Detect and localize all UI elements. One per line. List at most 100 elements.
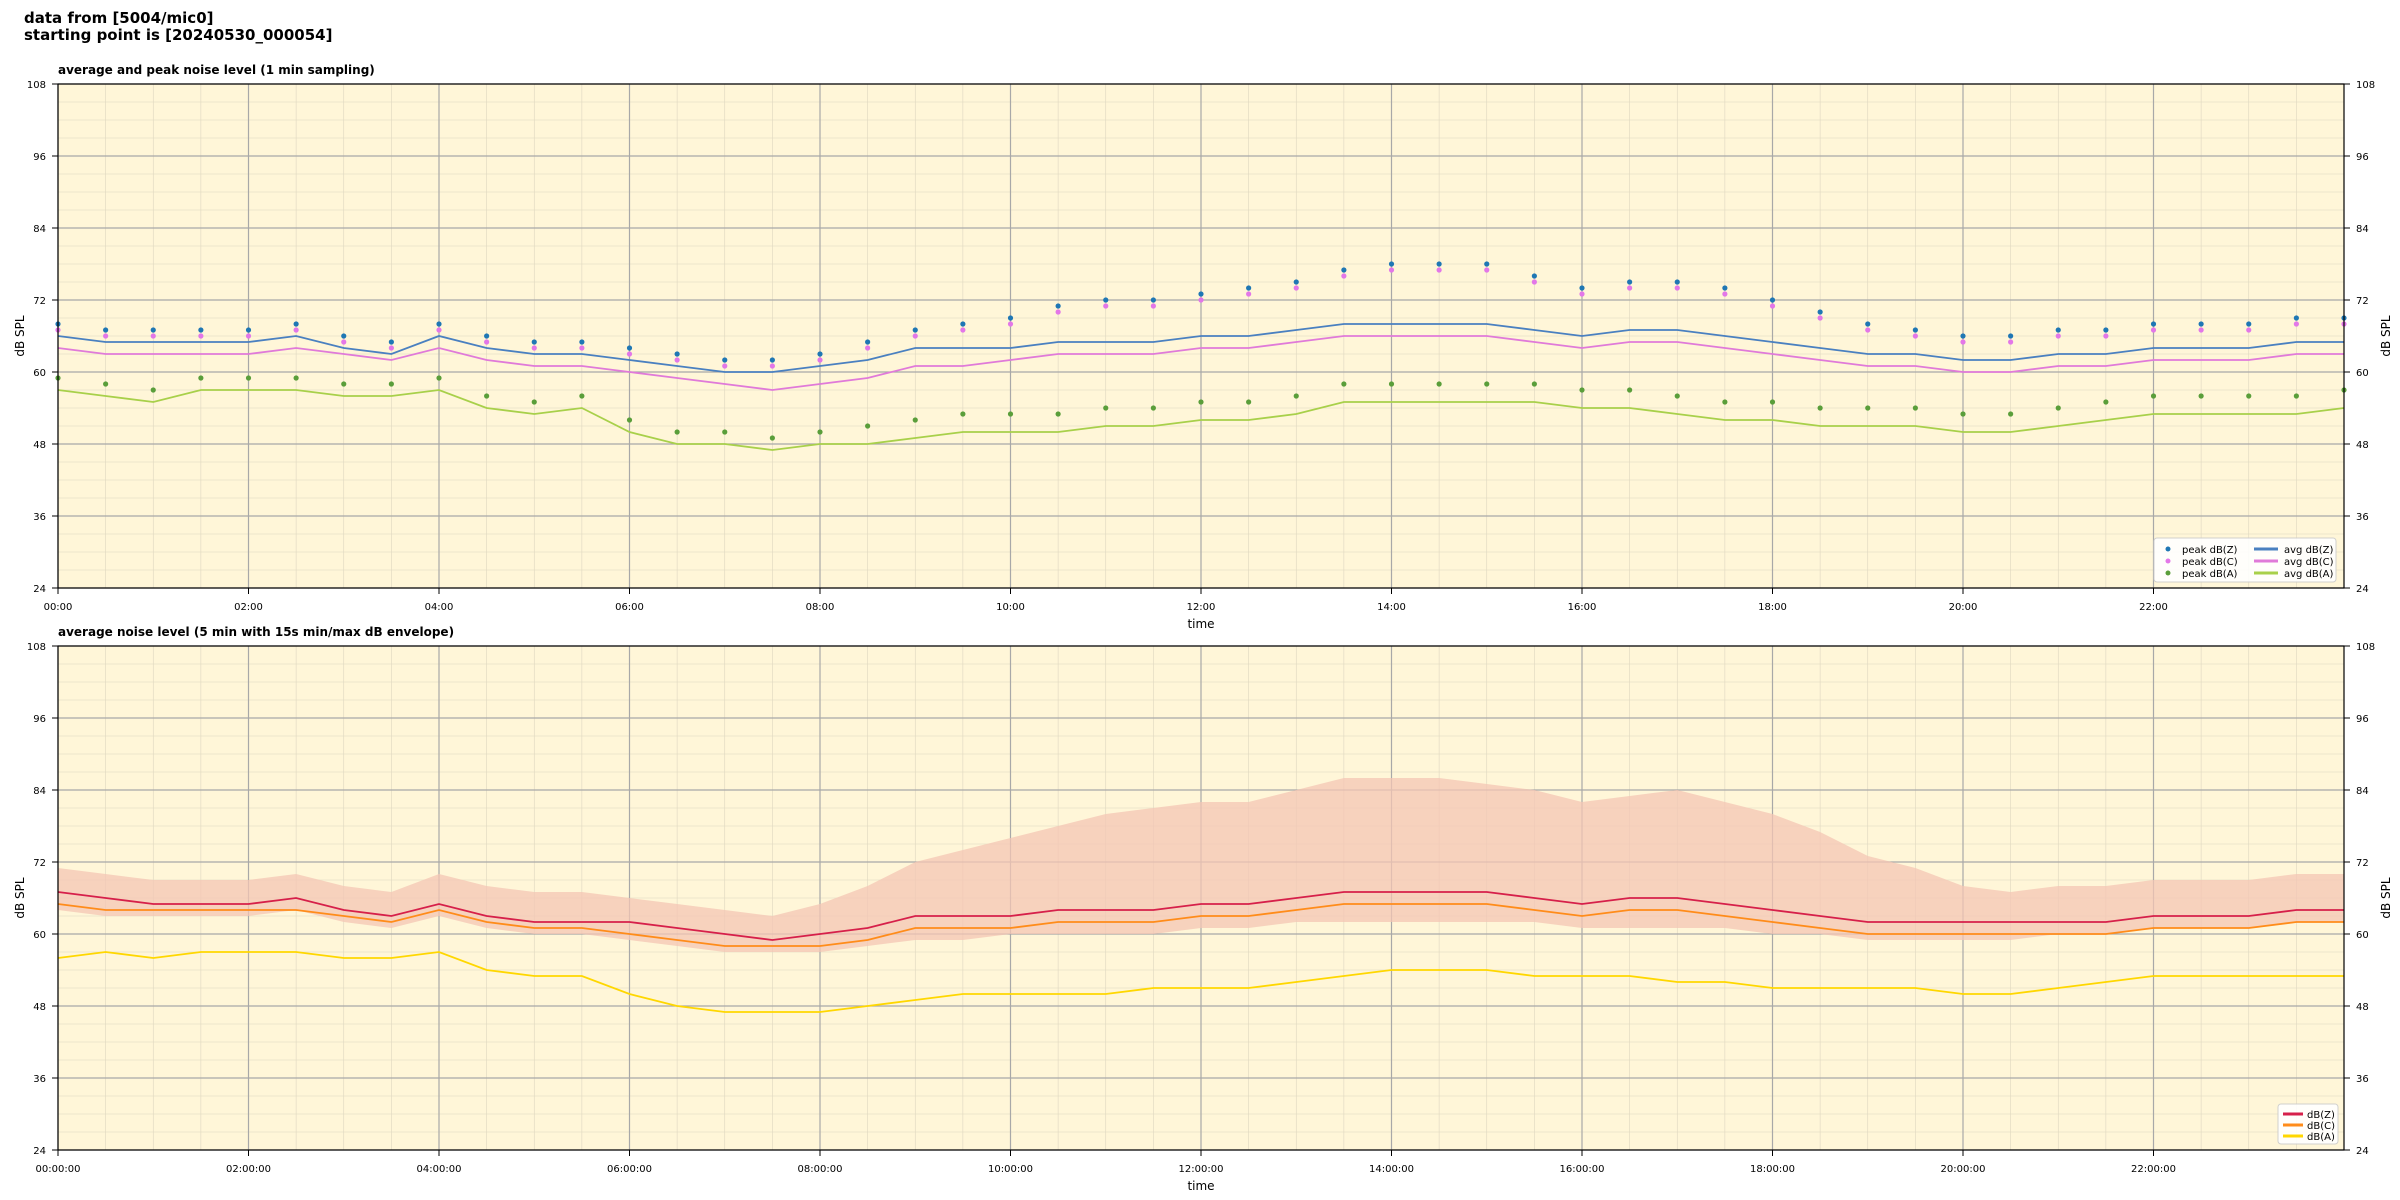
data-point bbox=[1722, 285, 1728, 291]
data-point bbox=[1388, 381, 1395, 387]
x-tick-label: 10:00 bbox=[996, 602, 1025, 613]
series-peak dB(A) bbox=[55, 375, 2347, 441]
data-point bbox=[2293, 393, 2299, 399]
x-tick-label: 12:00:00 bbox=[1179, 1164, 1224, 1175]
x-axis-label: time bbox=[1187, 1179, 1214, 1193]
series-line-avg dB(C) bbox=[57, 335, 2344, 391]
data-point bbox=[388, 381, 394, 387]
y-tick-label-right: 84 bbox=[2356, 786, 2369, 797]
y-tick-label-right: 60 bbox=[2356, 368, 2369, 379]
data-point bbox=[1865, 405, 1871, 411]
data-point bbox=[2198, 321, 2204, 327]
x-tick-label: 00:00:00 bbox=[36, 1164, 81, 1175]
y-axis-label-right: dB SPL bbox=[2379, 315, 2393, 357]
series-line-avg dB(A) bbox=[57, 389, 2345, 451]
data-point bbox=[484, 393, 490, 399]
data-point bbox=[1341, 267, 1347, 273]
data-point bbox=[1103, 297, 1109, 303]
data-point bbox=[626, 345, 633, 351]
data-point bbox=[769, 357, 775, 363]
legend-label: avg dB(C) bbox=[2284, 557, 2334, 568]
data-point bbox=[1674, 279, 1680, 285]
x-tick-label: 18:00:00 bbox=[1750, 1164, 1795, 1175]
data-point bbox=[865, 423, 871, 429]
data-point bbox=[1055, 309, 1061, 315]
data-point bbox=[2055, 327, 2061, 333]
data-point bbox=[1960, 339, 1966, 345]
data-point bbox=[865, 339, 871, 345]
data-point bbox=[1865, 327, 1871, 333]
data-point bbox=[1246, 291, 1252, 297]
data-point bbox=[2008, 411, 2014, 417]
x-tick-label: 20:00:00 bbox=[1941, 1164, 1986, 1175]
data-point bbox=[2150, 393, 2157, 399]
data-point bbox=[245, 327, 252, 333]
data-point bbox=[1246, 399, 1252, 405]
data-point bbox=[2055, 333, 2061, 339]
data-point bbox=[1817, 309, 1823, 315]
legend-label: peak dB(C) bbox=[2182, 557, 2238, 568]
data-point bbox=[960, 327, 966, 333]
data-point bbox=[626, 417, 633, 423]
x-tick-label: 16:00 bbox=[1568, 602, 1597, 613]
y-axis-label-left: dB SPL bbox=[13, 877, 27, 919]
data-point bbox=[198, 375, 204, 381]
data-point bbox=[1007, 321, 1014, 327]
x-tick-label: 16:00:00 bbox=[1560, 1164, 1605, 1175]
data-point bbox=[579, 339, 585, 345]
data-point bbox=[484, 333, 490, 339]
x-tick-label: 02:00 bbox=[234, 602, 263, 613]
data-point bbox=[912, 333, 918, 339]
data-point bbox=[1579, 387, 1585, 393]
data-point bbox=[865, 345, 871, 351]
data-point bbox=[388, 345, 394, 351]
data-point bbox=[1436, 381, 1442, 387]
legend-label: dB(A) bbox=[2307, 1132, 2335, 1143]
data-point bbox=[1055, 411, 1061, 417]
y-tick-label-left: 36 bbox=[33, 512, 46, 523]
legend-marker bbox=[2165, 546, 2171, 552]
data-point bbox=[293, 321, 299, 327]
data-point bbox=[341, 381, 347, 387]
data-point bbox=[436, 327, 442, 333]
legend-label: avg dB(A) bbox=[2284, 569, 2334, 580]
data-point bbox=[2246, 393, 2252, 399]
x-tick-label: 14:00:00 bbox=[1369, 1164, 1414, 1175]
chart-panel-2: 24 24 36 36 48 48 60 60 72 72 84 84 96 96 108 108 00:00:… bbox=[13, 625, 2393, 1193]
data-point bbox=[245, 333, 252, 339]
axes-frame bbox=[57, 645, 2345, 1151]
data-point bbox=[579, 345, 585, 351]
data-point bbox=[245, 375, 252, 381]
y-tick-label-left: 96 bbox=[33, 152, 46, 163]
y-axis-label-left: dB SPL bbox=[13, 315, 27, 357]
data-point bbox=[769, 435, 775, 441]
data-point bbox=[1912, 333, 1918, 339]
data-point bbox=[2008, 333, 2014, 339]
legend-box bbox=[2153, 537, 2337, 583]
y-tick-label-left: 96 bbox=[33, 714, 46, 725]
y-tick-label-left: 108 bbox=[27, 80, 46, 91]
data-point bbox=[484, 339, 490, 345]
y-tick-label-right: 24 bbox=[2356, 584, 2369, 595]
data-point bbox=[912, 417, 918, 423]
y-tick-label-left: 72 bbox=[33, 296, 46, 307]
data-point bbox=[2293, 321, 2299, 327]
data-point bbox=[341, 339, 347, 345]
data-point bbox=[2198, 393, 2204, 399]
y-tick-label-left: 72 bbox=[33, 858, 46, 869]
x-tick-label: 02:00:00 bbox=[226, 1164, 271, 1175]
series-peak dB(C) bbox=[55, 267, 2347, 369]
data-point bbox=[722, 429, 728, 435]
y-tick-label-right: 72 bbox=[2356, 296, 2369, 307]
y-tick-label-left: 24 bbox=[33, 1146, 46, 1157]
data-point bbox=[531, 399, 537, 405]
data-point bbox=[1579, 285, 1585, 291]
data-point bbox=[1198, 399, 1204, 405]
data-point bbox=[198, 327, 204, 333]
legend-marker bbox=[2165, 570, 2171, 576]
x-tick-label: 04:00 bbox=[425, 602, 454, 613]
y-tick-label-right: 108 bbox=[2356, 80, 2375, 91]
legend-label: avg dB(Z) bbox=[2284, 545, 2334, 556]
data-point bbox=[293, 327, 299, 333]
y-tick-label-right: 24 bbox=[2356, 1146, 2369, 1157]
